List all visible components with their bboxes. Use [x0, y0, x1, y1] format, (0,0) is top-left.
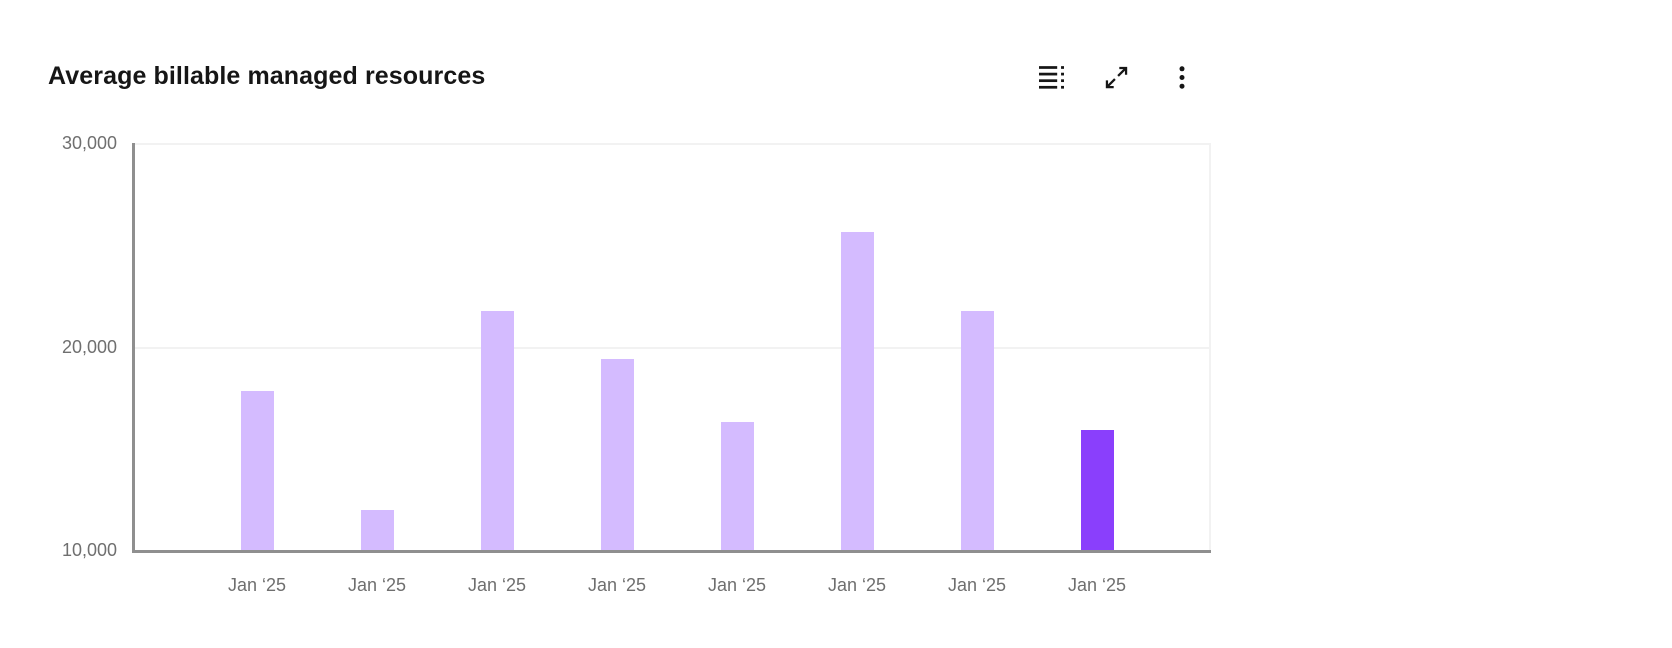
bar-7[interactable]: [960, 310, 994, 550]
bar-1[interactable]: [240, 391, 274, 550]
overflow-menu-icon: [1179, 65, 1185, 89]
plot-right-border: [1209, 143, 1211, 550]
plot-area: [135, 143, 1209, 550]
y-axis-line: [132, 143, 135, 553]
y-tick-label: 10,000: [61, 540, 117, 560]
x-tick-label: Jan ‘25: [227, 575, 287, 595]
x-tick-label: Jan ‘25: [587, 575, 647, 595]
x-tick-label: Jan ‘25: [947, 575, 1007, 595]
bar-8[interactable]: [1080, 429, 1114, 550]
maximize-icon: [1105, 66, 1127, 88]
x-tick-label: Jan ‘25: [347, 575, 407, 595]
data-table-button[interactable]: [1035, 61, 1067, 93]
overflow-menu-button[interactable]: [1166, 61, 1198, 93]
y-tick-label: 30,000: [61, 133, 117, 153]
y-tick-label: 20,000: [61, 336, 117, 357]
x-axis-labels: Jan ‘25 Jan ‘25 Jan ‘25 Jan ‘25 Jan ‘25 Jan ‘…: [135, 574, 1209, 600]
bar-3[interactable]: [480, 310, 514, 550]
bar-5[interactable]: [720, 421, 754, 550]
x-tick-label: Jan ‘25: [467, 575, 527, 595]
maximize-button[interactable]: [1100, 61, 1132, 93]
grid-layer: [135, 143, 1209, 550]
gridline: [135, 346, 1209, 349]
bar-6[interactable]: [840, 231, 874, 550]
bar-4[interactable]: [600, 358, 634, 550]
x-tick-label: Jan ‘25: [1067, 575, 1127, 595]
x-axis-line: [132, 550, 1211, 553]
data-table-icon: [1038, 65, 1064, 89]
x-tick-label: Jan ‘25: [707, 575, 767, 595]
y-axis-labels: 10,000 20,000 30,000: [30, 0, 117, 648]
chart-title: Average billable managed resources: [48, 62, 486, 90]
bar-2[interactable]: [360, 510, 394, 550]
gridline: [135, 143, 1209, 145]
x-tick-label: Jan ‘25: [827, 575, 887, 595]
